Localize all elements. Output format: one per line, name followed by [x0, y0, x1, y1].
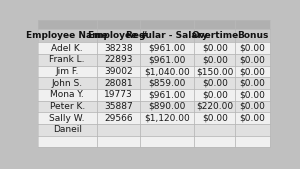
Bar [140, 54, 194, 66]
Text: 29566: 29566 [104, 114, 133, 123]
Text: $0.00: $0.00 [240, 114, 266, 123]
Bar [97, 101, 140, 112]
Text: 35887: 35887 [104, 102, 133, 111]
Text: John S.: John S. [52, 79, 83, 88]
Bar [97, 77, 140, 89]
Bar [235, 66, 270, 77]
Bar [194, 29, 235, 42]
Text: $890.00: $890.00 [148, 102, 186, 111]
Bar [38, 66, 97, 77]
Text: $859.00: $859.00 [148, 79, 186, 88]
Text: $1,120.00: $1,120.00 [144, 114, 190, 123]
Text: Peter K.: Peter K. [50, 102, 85, 111]
Text: Daneil: Daneil [52, 125, 82, 134]
Text: Adel K.: Adel K. [51, 44, 83, 53]
Bar [97, 89, 140, 101]
Text: $961.00: $961.00 [148, 55, 186, 64]
Text: $0.00: $0.00 [240, 55, 266, 64]
Text: Sally W.: Sally W. [50, 114, 85, 123]
Text: Overtime: Overtime [191, 31, 238, 40]
Bar [140, 66, 194, 77]
Text: $0.00: $0.00 [202, 44, 228, 53]
Bar [38, 89, 97, 101]
Bar [194, 20, 235, 29]
Bar [140, 112, 194, 124]
Text: $0.00: $0.00 [240, 44, 266, 53]
Bar [140, 89, 194, 101]
Bar [38, 29, 97, 42]
Bar [38, 42, 97, 54]
Bar [97, 136, 140, 147]
Text: $0.00: $0.00 [202, 55, 228, 64]
Bar [140, 124, 194, 136]
Text: $0.00: $0.00 [240, 90, 266, 99]
Text: $150.00: $150.00 [196, 67, 233, 76]
Bar [235, 101, 270, 112]
Text: Mona Y.: Mona Y. [50, 90, 84, 99]
Bar [97, 42, 140, 54]
Text: 38238: 38238 [104, 44, 133, 53]
Text: Employee #: Employee # [88, 31, 148, 40]
Text: Regular - Salary: Regular - Salary [126, 31, 208, 40]
Bar [194, 54, 235, 66]
Text: 22893: 22893 [104, 55, 133, 64]
Bar [140, 77, 194, 89]
Bar [97, 54, 140, 66]
Bar [97, 124, 140, 136]
Bar [97, 66, 140, 77]
Text: Frank L.: Frank L. [50, 55, 85, 64]
Bar [194, 42, 235, 54]
Bar [38, 77, 97, 89]
Bar [38, 101, 97, 112]
Bar [235, 124, 270, 136]
Bar [140, 20, 194, 29]
Text: $0.00: $0.00 [240, 67, 266, 76]
Text: Bonus: Bonus [237, 31, 268, 40]
Bar [194, 66, 235, 77]
Text: $0.00: $0.00 [240, 79, 266, 88]
Bar [194, 101, 235, 112]
Text: $961.00: $961.00 [148, 44, 186, 53]
Text: $220.00: $220.00 [196, 102, 233, 111]
Bar [235, 20, 270, 29]
Bar [235, 89, 270, 101]
Bar [194, 136, 235, 147]
Bar [235, 136, 270, 147]
Bar [194, 77, 235, 89]
Bar [97, 20, 140, 29]
Text: Jim F.: Jim F. [56, 67, 79, 76]
Bar [140, 29, 194, 42]
Text: 19773: 19773 [104, 90, 133, 99]
Bar [97, 112, 140, 124]
Bar [194, 112, 235, 124]
Text: 39002: 39002 [104, 67, 133, 76]
Bar [140, 136, 194, 147]
Bar [97, 29, 140, 42]
Bar [38, 136, 97, 147]
Bar [140, 101, 194, 112]
Text: Employee Name: Employee Name [26, 31, 108, 40]
Bar [38, 112, 97, 124]
Text: $0.00: $0.00 [202, 79, 228, 88]
Bar [194, 124, 235, 136]
Bar [140, 42, 194, 54]
Bar [38, 124, 97, 136]
Bar [235, 29, 270, 42]
Bar [38, 20, 97, 29]
Bar [235, 54, 270, 66]
Bar [38, 54, 97, 66]
Bar [235, 112, 270, 124]
Text: $0.00: $0.00 [202, 114, 228, 123]
Bar [194, 89, 235, 101]
Text: $0.00: $0.00 [240, 102, 266, 111]
Bar [235, 42, 270, 54]
Text: $961.00: $961.00 [148, 90, 186, 99]
Text: $0.00: $0.00 [202, 90, 228, 99]
Bar [235, 77, 270, 89]
Text: $1,040.00: $1,040.00 [144, 67, 190, 76]
Text: 28081: 28081 [104, 79, 133, 88]
